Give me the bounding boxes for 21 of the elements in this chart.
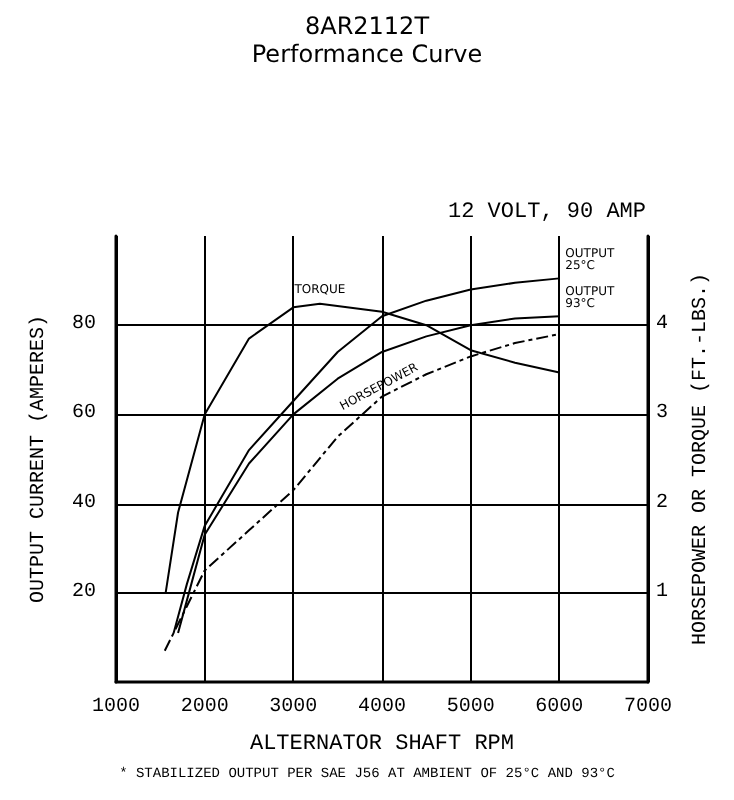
- x-tick-label: 3000: [269, 697, 318, 719]
- x-tick-label: 7000: [623, 697, 673, 719]
- x-axis-title: ALTERNATOR SHAFT RPM: [249, 733, 515, 757]
- y-tick-label: 60: [71, 403, 96, 426]
- y2-tick-label: 4: [656, 314, 669, 337]
- y-axis-title: OUTPUT CURRENT (AMPERES): [27, 314, 52, 604]
- x-tick-label: 5000: [446, 697, 495, 719]
- y2-tick-label: 1: [656, 581, 669, 604]
- y2-tick-label: 3: [656, 403, 669, 426]
- y2-tick-label: 2: [656, 492, 669, 515]
- y-tick-label: 20: [71, 581, 96, 604]
- x-tick-label: 6000: [535, 697, 584, 719]
- y-tick-label: 80: [71, 314, 96, 337]
- x-tick-label: 2000: [180, 697, 229, 719]
- y-tick-label: 40: [71, 492, 96, 515]
- x-tick-label: 4000: [357, 697, 407, 719]
- text: 12 VOLT, 90 AMP: [447, 201, 647, 225]
- x-tick-label: 1000: [91, 697, 141, 719]
- chart-subtitle: Performance Curve: [251, 40, 483, 68]
- chart-title: 8AR2112T: [304, 12, 431, 40]
- y2-axis-title: HORSEPOWER OR TORQUE (FT.-LBS.): [689, 272, 713, 646]
